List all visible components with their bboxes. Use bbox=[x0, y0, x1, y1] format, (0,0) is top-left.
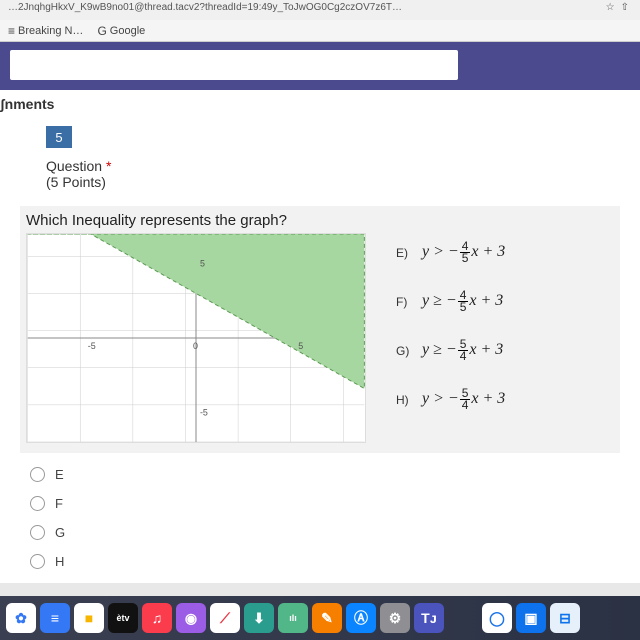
question-content: 5 Question * (5 Points) Which Inequality… bbox=[0, 118, 640, 453]
svg-text:-5: -5 bbox=[200, 407, 208, 417]
radio-option-H[interactable]: H bbox=[30, 554, 610, 569]
share-icon[interactable]: ⇧ bbox=[621, 2, 629, 13]
dock-app-icon[interactable]: ◯ bbox=[482, 603, 512, 633]
question-box: Which Inequality represents the graph? -… bbox=[20, 206, 620, 453]
dock-app-icon[interactable]: ♫ bbox=[142, 603, 172, 633]
svg-text:0: 0 bbox=[193, 341, 198, 351]
dock-app-icon[interactable]: Tᴊ bbox=[414, 603, 444, 633]
question-label: Question * (5 Points) bbox=[46, 158, 620, 190]
choice-E: E)y > −45x + 3 bbox=[396, 241, 610, 264]
graph-svg: -5 0 5 5 -5 bbox=[27, 234, 365, 442]
dock-app-icon[interactable]: ⬇ bbox=[244, 603, 274, 633]
dock-app-icon[interactable]: ✎ bbox=[312, 603, 342, 633]
search-input[interactable] bbox=[10, 50, 458, 80]
star-icon[interactable]: ☆ bbox=[606, 2, 615, 13]
radio-circle[interactable] bbox=[30, 525, 45, 540]
bookmark-item[interactable]: ≡Breaking N… bbox=[8, 23, 83, 38]
radio-option-F[interactable]: F bbox=[30, 496, 610, 511]
question-number: 5 bbox=[46, 126, 72, 148]
choice-G: G)y ≥ −54x + 3 bbox=[396, 339, 610, 362]
radio-option-G[interactable]: G bbox=[30, 525, 610, 540]
tab-label: ʃnments bbox=[0, 96, 54, 112]
dock-app-icon[interactable]: ⟋ bbox=[210, 603, 240, 633]
dock-app-icon[interactable]: ılı bbox=[278, 603, 308, 633]
svg-text:5: 5 bbox=[200, 259, 205, 269]
dock-app-icon[interactable] bbox=[448, 603, 478, 633]
radio-circle[interactable] bbox=[30, 554, 45, 569]
svg-text:-5: -5 bbox=[88, 341, 96, 351]
dock-app-icon[interactable]: ◉ bbox=[176, 603, 206, 633]
radio-options: EFGH bbox=[0, 453, 640, 583]
choice-H: H)y > −54x + 3 bbox=[396, 388, 610, 411]
dock-app-icon[interactable]: ètv bbox=[108, 603, 138, 633]
radio-circle[interactable] bbox=[30, 496, 45, 511]
dock-app-icon[interactable]: ⊟ bbox=[550, 603, 580, 633]
bookmarks-bar: ≡Breaking N… GGoogle bbox=[0, 20, 640, 42]
tab-assignments[interactable]: ʃnments bbox=[0, 90, 640, 118]
dock-app-icon[interactable]: ≡ bbox=[40, 603, 70, 633]
radio-option-E[interactable]: E bbox=[30, 467, 610, 482]
macos-dock: ✿≡■ètv♫◉⟋⬇ılı✎Ⓐ⚙Tᴊ ◯▣⊟ bbox=[0, 596, 640, 640]
answer-choices: E)y > −45x + 3 F)y ≥ −45x + 3 G)y ≥ −54x +… bbox=[396, 233, 610, 443]
svg-text:5: 5 bbox=[298, 341, 303, 351]
inequality-graph: -5 0 5 5 -5 bbox=[26, 233, 366, 443]
dock-app-icon[interactable]: Ⓐ bbox=[346, 603, 376, 633]
teams-header bbox=[0, 42, 640, 90]
radio-circle[interactable] bbox=[30, 467, 45, 482]
dock-app-icon[interactable]: ▣ bbox=[516, 603, 546, 633]
choice-F: F)y ≥ −45x + 3 bbox=[396, 290, 610, 313]
url-text: …2JnqhgHkxV_K9wB9no01@thread.tacv2?threa… bbox=[8, 2, 402, 13]
dock-app-icon[interactable]: ■ bbox=[74, 603, 104, 633]
url-bar: …2JnqhgHkxV_K9wB9no01@thread.tacv2?threa… bbox=[0, 0, 640, 20]
bookmark-item[interactable]: GGoogle bbox=[97, 23, 145, 38]
question-text: Which Inequality represents the graph? bbox=[26, 212, 610, 229]
dock-app-icon[interactable]: ⚙ bbox=[380, 603, 410, 633]
dock-app-icon[interactable]: ✿ bbox=[6, 603, 36, 633]
